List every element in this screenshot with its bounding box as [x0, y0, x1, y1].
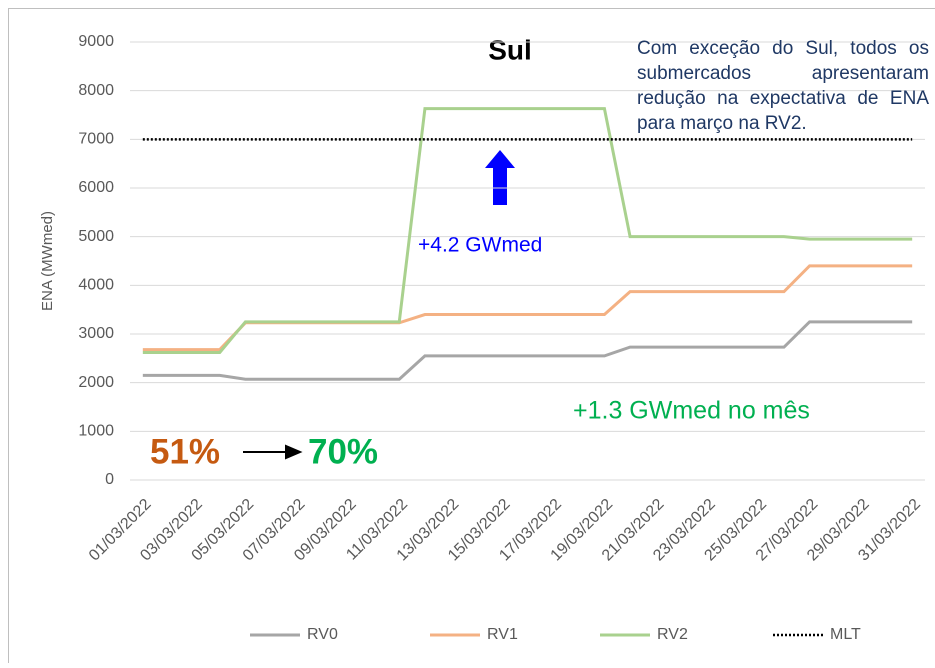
up-arrow [485, 150, 515, 205]
legend-label: RV0 [307, 626, 338, 643]
y-tick-label: 8000 [78, 82, 114, 99]
annotation: 70% [308, 432, 378, 471]
y-tick-label: 0 [105, 471, 114, 488]
note: Com exceção do Sul, todos os submercados… [637, 36, 929, 136]
line [143, 266, 912, 350]
annotation: 51% [150, 432, 220, 471]
line [143, 322, 912, 379]
y-tick-label: 4000 [78, 277, 114, 294]
arrow [243, 446, 300, 458]
y-axis-label: ENA (MWmed) [39, 211, 56, 311]
chart-title: Sul [488, 34, 532, 65]
y-tick-label: 2000 [78, 374, 114, 391]
y-tick-label: 9000 [78, 33, 114, 50]
y-tick-label: 1000 [78, 423, 114, 440]
legend-label: RV1 [487, 626, 518, 643]
legend-label: MLT [830, 626, 861, 643]
legend-label: RV2 [657, 626, 688, 643]
y-tick-label: 3000 [78, 325, 114, 342]
y-tick-label: 6000 [78, 179, 114, 196]
y-tick-label: 5000 [78, 228, 114, 245]
y-tick-label: 7000 [78, 131, 114, 148]
annotation: +1.3 GWmed no mês [573, 397, 810, 425]
